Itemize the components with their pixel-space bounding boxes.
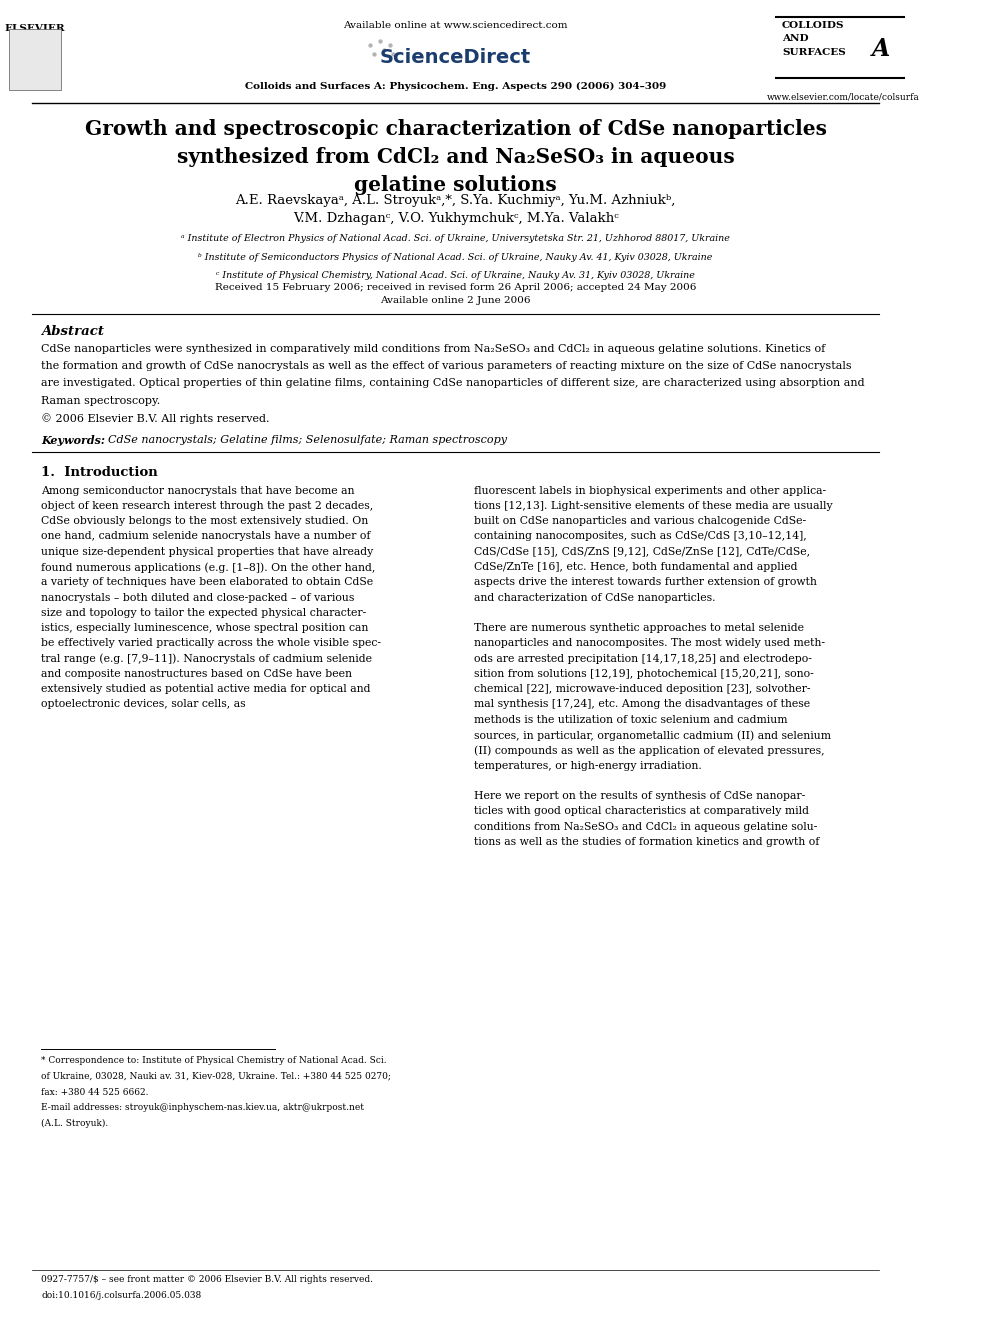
Text: sition from solutions [12,19], photochemical [15,20,21], sono-: sition from solutions [12,19], photochem… (474, 669, 813, 679)
Text: doi:10.1016/j.colsurfa.2006.05.038: doi:10.1016/j.colsurfa.2006.05.038 (41, 1291, 201, 1301)
Text: optoelectronic devices, solar cells, as: optoelectronic devices, solar cells, as (41, 700, 246, 709)
Text: 0927-7757/$ – see front matter © 2006 Elsevier B.V. All rights reserved.: 0927-7757/$ – see front matter © 2006 El… (41, 1275, 373, 1285)
Text: found numerous applications (e.g. [1–8]). On the other hand,: found numerous applications (e.g. [1–8])… (41, 562, 375, 573)
Text: tions as well as the studies of formation kinetics and growth of: tions as well as the studies of formatio… (474, 837, 819, 847)
Text: (II) compounds as well as the application of elevated pressures,: (II) compounds as well as the applicatio… (474, 745, 824, 755)
Text: a variety of techniques have been elaborated to obtain CdSe: a variety of techniques have been elabor… (41, 577, 373, 587)
Text: COLLOIDS: COLLOIDS (782, 21, 844, 30)
Text: temperatures, or high-energy irradiation.: temperatures, or high-energy irradiation… (474, 761, 701, 770)
Text: conditions from Na₂SeSO₃ and CdCl₂ in aqueous gelatine solu-: conditions from Na₂SeSO₃ and CdCl₂ in aq… (474, 822, 817, 832)
Text: Raman spectroscopy.: Raman spectroscopy. (41, 396, 161, 406)
Text: size and topology to tailor the expected physical character-: size and topology to tailor the expected… (41, 607, 366, 618)
Text: nanocrystals – both diluted and close-packed – of various: nanocrystals – both diluted and close-pa… (41, 593, 354, 602)
Text: 1.  Introduction: 1. Introduction (41, 466, 158, 479)
Text: the formation and growth of CdSe nanocrystals as well as the effect of various p: the formation and growth of CdSe nanocry… (41, 361, 851, 372)
Text: sources, in particular, organometallic cadmium (II) and selenium: sources, in particular, organometallic c… (474, 730, 830, 741)
Text: A.E. Raevskayaᵃ, A.L. Stroyukᵃ,*, S.Ya. Kuchmiyᵃ, Yu.M. Azhniukᵇ,: A.E. Raevskayaᵃ, A.L. Stroyukᵃ,*, S.Ya. … (235, 194, 676, 208)
Text: istics, especially luminescence, whose spectral position can: istics, especially luminescence, whose s… (41, 623, 368, 634)
Text: ScienceDirect: ScienceDirect (380, 48, 532, 66)
Text: Growth and spectroscopic characterization of CdSe nanoparticles
synthesized from: Growth and spectroscopic characterizatio… (84, 119, 826, 194)
Text: methods is the utilization of toxic selenium and cadmium: methods is the utilization of toxic sele… (474, 714, 788, 725)
Text: CdSe obviously belongs to the most extensively studied. On: CdSe obviously belongs to the most exten… (41, 516, 368, 527)
Text: V.M. Dzhaganᶜ, V.O. Yukhymchukᶜ, M.Ya. Valakhᶜ: V.M. Dzhaganᶜ, V.O. Yukhymchukᶜ, M.Ya. V… (293, 212, 619, 225)
Text: Keywords:: Keywords: (41, 435, 105, 446)
Text: Abstract: Abstract (41, 325, 104, 339)
Text: ᵃ Institute of Electron Physics of National Acad. Sci. of Ukraine, Universytetsk: ᵃ Institute of Electron Physics of Natio… (182, 234, 730, 243)
Text: chemical [22], microwave-induced deposition [23], solvother-: chemical [22], microwave-induced deposit… (474, 684, 810, 695)
Text: Colloids and Surfaces A: Physicochem. Eng. Aspects 290 (2006) 304–309: Colloids and Surfaces A: Physicochem. En… (245, 82, 667, 91)
Text: unique size-dependent physical properties that have already: unique size-dependent physical propertie… (41, 546, 373, 557)
Text: SURFACES: SURFACES (782, 48, 846, 57)
Text: ticles with good optical characteristics at comparatively mild: ticles with good optical characteristics… (474, 807, 808, 816)
Text: tral range (e.g. [7,9–11]). Nanocrystals of cadmium selenide: tral range (e.g. [7,9–11]). Nanocrystals… (41, 654, 372, 664)
Text: ᵇ Institute of Semiconductors Physics of National Acad. Sci. of Ukraine, Nauky A: ᵇ Institute of Semiconductors Physics of… (198, 253, 713, 262)
Text: |||: ||| (26, 58, 44, 69)
Text: E-mail addresses: stroyuk@inphyschem-nas.kiev.ua, aktr@ukrpost.net: E-mail addresses: stroyuk@inphyschem-nas… (41, 1103, 364, 1113)
Text: * Correspondence to: Institute of Physical Chemistry of National Acad. Sci.: * Correspondence to: Institute of Physic… (41, 1056, 387, 1065)
Text: ods are arrested precipitation [14,17,18,25] and electrodepo-: ods are arrested precipitation [14,17,18… (474, 654, 811, 664)
Text: built on CdSe nanoparticles and various chalcogenide CdSe-: built on CdSe nanoparticles and various … (474, 516, 806, 527)
Text: nanoparticles and nanocomposites. The most widely used meth-: nanoparticles and nanocomposites. The mo… (474, 638, 824, 648)
Text: fluorescent labels in biophysical experiments and other applica-: fluorescent labels in biophysical experi… (474, 486, 825, 496)
Text: AND: AND (782, 34, 808, 44)
Text: Received 15 February 2006; received in revised form 26 April 2006; accepted 24 M: Received 15 February 2006; received in r… (215, 283, 696, 292)
Text: CdS/CdSe [15], CdS/ZnS [9,12], CdSe/ZnSe [12], CdTe/CdSe,: CdS/CdSe [15], CdS/ZnS [9,12], CdSe/ZnSe… (474, 546, 809, 557)
Text: ᶜ Institute of Physical Chemistry, National Acad. Sci. of Ukraine, Nauky Av. 31,: ᶜ Institute of Physical Chemistry, Natio… (216, 271, 695, 280)
Text: Among semiconductor nanocrystals that have become an: Among semiconductor nanocrystals that ha… (41, 486, 354, 496)
Text: Here we report on the results of synthesis of CdSe nanopar-: Here we report on the results of synthes… (474, 791, 805, 802)
Text: There are numerous synthetic approaches to metal selenide: There are numerous synthetic approaches … (474, 623, 804, 634)
Text: aspects drive the interest towards further extension of growth: aspects drive the interest towards furth… (474, 577, 816, 587)
Text: extensively studied as potential active media for optical and: extensively studied as potential active … (41, 684, 370, 695)
Text: containing nanocomposites, such as CdSe/CdS [3,10–12,14],: containing nanocomposites, such as CdSe/… (474, 532, 806, 541)
Text: |||: ||| (27, 69, 43, 78)
Text: of Ukraine, 03028, Nauki av. 31, Kiev-028, Ukraine. Tel.: +380 44 525 0270;: of Ukraine, 03028, Nauki av. 31, Kiev-02… (41, 1072, 391, 1081)
Text: © 2006 Elsevier B.V. All rights reserved.: © 2006 Elsevier B.V. All rights reserved… (41, 413, 270, 423)
Bar (10, 29, 61, 90)
Text: be effectively varied practically across the whole visible spec-: be effectively varied practically across… (41, 638, 381, 648)
Text: ELSEVIER: ELSEVIER (4, 24, 65, 33)
Text: object of keen research interest through the past 2 decades,: object of keen research interest through… (41, 501, 373, 511)
Text: are investigated. Optical properties of thin gelatine films, containing CdSe nan: are investigated. Optical properties of … (41, 378, 865, 389)
Text: CdSe nanocrystals; Gelatine films; Selenosulfate; Raman spectroscopy: CdSe nanocrystals; Gelatine films; Selen… (108, 435, 507, 446)
Text: CdSe nanoparticles were synthesized in comparatively mild conditions from Na₂SeS: CdSe nanoparticles were synthesized in c… (41, 344, 825, 355)
Text: mal synthesis [17,24], etc. Among the disadvantages of these: mal synthesis [17,24], etc. Among the di… (474, 700, 809, 709)
Text: www.elsevier.com/locate/colsurfa: www.elsevier.com/locate/colsurfa (767, 93, 920, 102)
Text: Available online 2 June 2006: Available online 2 June 2006 (381, 296, 531, 306)
Text: CdSe/ZnTe [16], etc. Hence, both fundamental and applied: CdSe/ZnTe [16], etc. Hence, both fundame… (474, 562, 798, 572)
Text: and composite nanostructures based on CdSe have been: and composite nanostructures based on Cd… (41, 669, 352, 679)
Text: one hand, cadmium selenide nanocrystals have a number of: one hand, cadmium selenide nanocrystals … (41, 532, 370, 541)
Text: (A.L. Stroyuk).: (A.L. Stroyuk). (41, 1119, 108, 1129)
Text: Available online at www.sciencedirect.com: Available online at www.sciencedirect.co… (343, 21, 568, 30)
Text: tions [12,13]. Light-sensitive elements of these media are usually: tions [12,13]. Light-sensitive elements … (474, 501, 832, 511)
Text: A: A (872, 37, 890, 61)
Text: fax: +380 44 525 6662.: fax: +380 44 525 6662. (41, 1088, 149, 1097)
Text: and characterization of CdSe nanoparticles.: and characterization of CdSe nanoparticl… (474, 593, 715, 602)
